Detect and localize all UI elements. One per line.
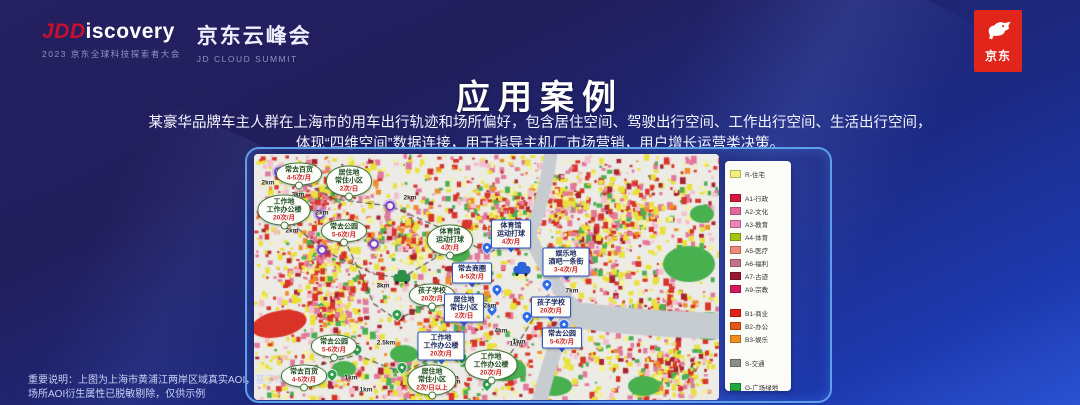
distance-label: 1km xyxy=(359,386,373,394)
distance-label: 2km xyxy=(403,194,417,202)
distance-label: 2.5km xyxy=(376,339,396,347)
map-panel: 2km3km2km2km2km7km3km2.5km2km4km1km2km1k… xyxy=(245,147,832,403)
place-cloud-label: 工作地 工作办公楼 20次/月 xyxy=(464,349,518,381)
shanghai-aoi-map: 2km3km2km2km2km7km3km2.5km2km4km1km2km1k… xyxy=(254,154,719,400)
legend-item: G-广场绿地 xyxy=(730,380,786,393)
disclaimer-line1: 重要说明：上图为上海市黄浦江两岸区域真实AOI，基于车主隐私， xyxy=(28,375,326,386)
jd-brand-label: 京东 xyxy=(984,49,1011,63)
distance-label: 1km xyxy=(512,338,526,346)
legend-swatch xyxy=(730,271,741,280)
legend-item: B2-办公 xyxy=(730,319,786,332)
page-title: 应用案例 xyxy=(456,79,624,117)
jdd-logo-white: iscovery xyxy=(85,20,175,43)
disclaimer-line2: 场所AOI衍生属性已脱敏剔除，仅供示例 xyxy=(28,389,206,400)
map-legend: R-住宅 A1-行政 A2-文化 A3-教育 A4-体育 A5-医疗 A6-福利 A7-古迹 A… xyxy=(725,161,791,393)
legend-label: A9-宗教 xyxy=(745,286,769,294)
legend-swatch xyxy=(730,219,741,228)
legend-label: A4-体育 xyxy=(745,234,769,242)
legend-label: R-住宅 xyxy=(745,171,765,179)
place-cloud-label: 工作地 工作办公楼 20次/月 xyxy=(257,194,311,226)
distance-label: 3km xyxy=(291,191,305,199)
visit-ring-marker xyxy=(369,239,379,249)
place-cloud-label: 常去公园 5-6次/月 xyxy=(311,334,357,358)
legend-item: R-住宅 xyxy=(730,167,786,180)
visit-ring-marker xyxy=(317,245,327,255)
legend-label: A1-行政 xyxy=(745,195,769,203)
legend-swatch xyxy=(730,284,741,293)
place-cloud-label: 居住地 常住小区 2次/日以上 xyxy=(407,364,457,396)
distance-label: 2km xyxy=(315,209,329,217)
place-cloud-label: 常去百货 4-5次/月 xyxy=(276,162,322,186)
event-subtitle-en: JD CLOUD SUMMIT xyxy=(196,54,298,64)
place-cloud-label: 居住地 常住小区 2次/日 xyxy=(326,165,372,197)
legend-swatch xyxy=(730,245,741,254)
legend-item: A9-宗教 xyxy=(730,282,786,295)
jd-dog-icon xyxy=(983,18,1013,45)
disclaimer: 重要说明：上图为上海市黄浦江两岸区域真实AOI，基于车主隐私， 场所AOI衍生属… xyxy=(28,374,325,402)
place-rect-label: 居住地 常住小区 2次/日 xyxy=(444,293,484,323)
legend-item: B3-娱乐 xyxy=(730,332,786,345)
legend-label: A5-医疗 xyxy=(745,247,769,255)
place-rect-label: 孩子学校 20次/月 xyxy=(531,296,571,318)
legend-label: A6-福利 xyxy=(745,260,769,268)
legend-label: B3-娱乐 xyxy=(745,336,769,344)
legend-swatch xyxy=(730,169,741,178)
place-rect-label: 常去商圈 4-5次/月 xyxy=(452,262,492,284)
legend-label: S-交通 xyxy=(745,360,765,368)
visit-ring-marker xyxy=(315,209,325,219)
place-rect-label: 常去公园 5-6次/月 xyxy=(542,327,582,349)
distance-label: 3km xyxy=(376,282,390,290)
legend-item: A5-医疗 xyxy=(730,243,786,256)
legend-label: A7-古迹 xyxy=(745,273,769,281)
place-rect-label: 体育馆 运动打球 4次/月 xyxy=(491,219,531,249)
distance-label: 2km xyxy=(261,179,275,187)
distance-label: 1km xyxy=(509,340,523,348)
legend-swatch xyxy=(730,321,741,330)
legend-label: G-广场绿地 xyxy=(745,384,779,392)
legend-label: A3-教育 xyxy=(745,221,769,229)
legend-item: A4-体育 xyxy=(730,230,786,243)
jdd-logo: JDDiscovery xyxy=(42,20,181,44)
legend-label: B2-办公 xyxy=(745,323,769,331)
legend-swatch xyxy=(730,308,741,317)
car-icon xyxy=(513,262,531,276)
jd-brand-badge: 京东 xyxy=(974,10,1022,72)
place-rect-label: 工作地 工作办公楼 20次/月 xyxy=(417,331,465,361)
legend-item: S-交通 xyxy=(730,356,786,369)
distance-label: 7km xyxy=(565,287,579,295)
visit-ring-marker xyxy=(385,201,395,211)
event-logo: JDDiscovery 2023 京东全球科技探索者大会 京东云峰会 JD CL… xyxy=(42,20,312,64)
legend-item: A7-古迹 xyxy=(730,269,786,282)
legend-label: B1-商业 xyxy=(745,310,769,318)
place-cloud-label: 体育馆 运动打球 4次/月 xyxy=(427,224,473,256)
event-subtitle-cn: 2023 京东全球科技探索者大会 xyxy=(42,49,181,59)
place-rect-label: 娱乐地 酒吧一条街 3-4次/月 xyxy=(542,247,590,277)
legend-swatch xyxy=(730,334,741,343)
legend-swatch xyxy=(730,206,741,215)
legend-swatch xyxy=(730,382,741,391)
legend-item: A1-行政 xyxy=(730,191,786,204)
jdd-logo-red: JDD xyxy=(42,20,86,43)
legend-item: A6-福利 xyxy=(730,256,786,269)
place-cloud-label: 常去百货 4-5次/月 xyxy=(281,364,327,388)
legend-item: B1-商业 xyxy=(730,306,786,319)
distance-label: 4km xyxy=(494,327,508,335)
car-icon xyxy=(393,270,411,284)
legend-swatch xyxy=(730,258,741,267)
event-title-cn: 京东云峰会 xyxy=(196,25,312,48)
place-cloud-label: 常去公园 5-6次/月 xyxy=(321,219,367,243)
legend-item: A3-教育 xyxy=(730,217,786,230)
legend-swatch xyxy=(730,232,741,241)
case-description-line1: 某豪华品牌车主人群在上海市的用车出行轨迹和场所偏好，包含居住空间、驾驶出行空间、… xyxy=(148,115,932,131)
legend-label: A2-文化 xyxy=(745,208,769,216)
legend-swatch xyxy=(730,358,741,367)
distance-label: 1km xyxy=(344,374,358,382)
distance-label: 2km xyxy=(285,227,299,235)
distance-label: 2km xyxy=(483,302,497,310)
legend-item: A2-文化 xyxy=(730,204,786,217)
legend-swatch xyxy=(730,193,741,202)
